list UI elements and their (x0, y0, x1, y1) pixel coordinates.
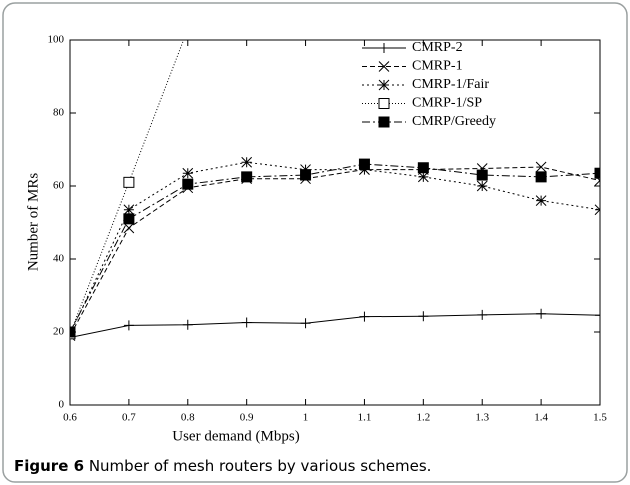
marker (300, 318, 311, 329)
marker (378, 79, 390, 91)
plot-area (69, 39, 601, 406)
x-tick-label: 0.7 (122, 412, 136, 424)
marker (379, 43, 389, 53)
x-tick-label: 0.8 (181, 412, 195, 424)
marker (123, 320, 134, 331)
x-tick-label: 1.1 (358, 412, 372, 424)
y-tick-label: 40 (53, 253, 65, 265)
marker (476, 180, 488, 192)
series-line (70, 163, 600, 333)
y-axis-label: Number of MRs (25, 173, 41, 271)
legend-label: CMRP-2 (412, 40, 463, 55)
legend-label: CMRP-1/SP (412, 96, 482, 111)
plot-series (70, 40, 600, 343)
marker (182, 178, 194, 190)
y-tick-label: 80 (53, 107, 65, 119)
x-tick-label: 1.5 (593, 412, 607, 424)
legend-label: CMRP-1 (412, 59, 463, 74)
marker (536, 308, 547, 319)
y-tick-label: 60 (53, 180, 65, 192)
series-line (70, 161, 600, 335)
x-axis-label: User demand (Mbps) (172, 428, 299, 444)
marker (241, 171, 253, 183)
legend-label: CMRP/Greedy (412, 114, 496, 129)
marker (418, 311, 429, 322)
marker (123, 204, 135, 216)
y-tick-label: 20 (53, 326, 65, 338)
x-tick-label: 1 (303, 412, 309, 424)
x-tick-label: 0.9 (240, 412, 254, 424)
marker (70, 326, 76, 338)
marker (359, 311, 370, 322)
marker (182, 167, 194, 179)
marker (123, 222, 135, 234)
marker (378, 98, 390, 109)
marker (358, 158, 370, 170)
marker (535, 161, 547, 173)
caption-text: Number of mesh routers by various scheme… (89, 457, 432, 475)
x-tick-label: 1.4 (534, 412, 548, 424)
marker (182, 319, 193, 330)
caption-label: Figure 6 (14, 457, 84, 475)
marker (477, 309, 488, 320)
marker (378, 116, 390, 128)
marker (417, 162, 429, 174)
marker (535, 171, 547, 183)
x-tick-label: 1.2 (416, 412, 430, 424)
x-tick-label: 1.3 (475, 412, 489, 424)
marker (476, 169, 488, 181)
marker (594, 167, 600, 179)
marker (241, 317, 252, 328)
series-line (70, 313, 600, 338)
marker (535, 195, 547, 206)
legend-label: CMRP-1/Fair (412, 77, 489, 92)
x-tick-label: 0.6 (63, 412, 77, 424)
marker (123, 176, 135, 188)
y-tick-label: 100 (48, 34, 65, 46)
marker (595, 310, 600, 321)
y-tick-label: 0 (59, 399, 65, 411)
marker (241, 156, 253, 168)
marker (123, 213, 135, 225)
marker (378, 61, 390, 72)
caption: Figure 6 Number of mesh routers by vario… (14, 457, 431, 475)
marker (417, 171, 429, 183)
marker (300, 169, 312, 181)
